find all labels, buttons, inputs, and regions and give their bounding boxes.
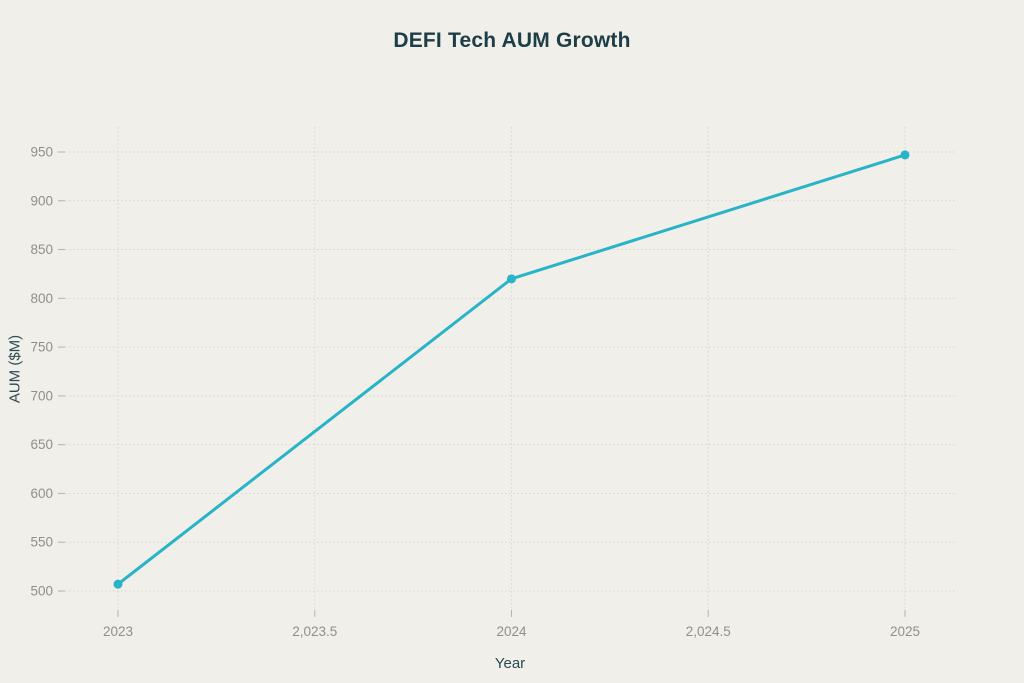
- data-point-2023: [113, 579, 123, 589]
- y-tick-label: 550: [30, 535, 53, 550]
- y-tick-label: 950: [30, 145, 53, 160]
- chart-title: DEFI Tech AUM Growth: [393, 29, 631, 52]
- x-tick-label: 2,023.5: [292, 624, 337, 639]
- y-tick-label: 900: [30, 193, 53, 208]
- y-tick-label: 650: [30, 437, 53, 452]
- x-tick-label: 2024: [496, 624, 527, 639]
- y-tick-label: 850: [30, 242, 53, 257]
- x-tick-label: 2025: [890, 624, 920, 639]
- x-tick-label: 2,024.5: [686, 624, 731, 639]
- data-point-2024: [507, 274, 516, 284]
- y-tick-label: 750: [30, 340, 53, 355]
- y-tick-label: 800: [30, 291, 53, 306]
- data-point-2025: [900, 150, 910, 160]
- x-axis-label: Year: [494, 655, 526, 672]
- x-tick-label: 2023: [103, 624, 133, 639]
- y-tick-label: 600: [30, 486, 53, 501]
- y-tick-label: 500: [30, 584, 53, 599]
- y-axis-label: AUM ($M): [6, 334, 24, 404]
- y-tick-label: 700: [30, 388, 53, 403]
